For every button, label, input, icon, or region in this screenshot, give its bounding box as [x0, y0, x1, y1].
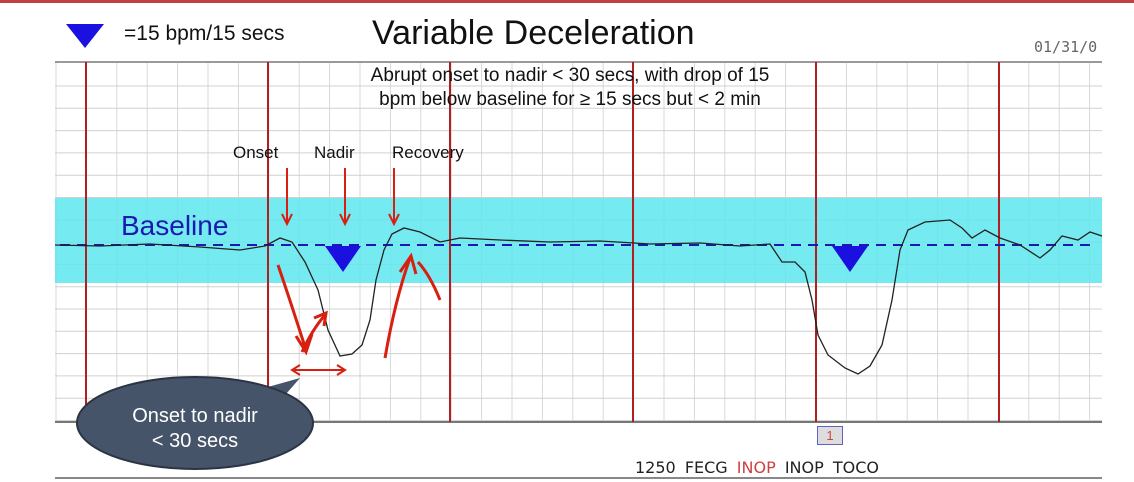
legend-triangle-icon: [66, 24, 104, 48]
status-inop-red: INOP: [736, 458, 776, 477]
nadir-arrow-icon: [339, 168, 351, 227]
onset-nadir-double-arrow-icon: [290, 364, 347, 376]
onset-label: Onset: [233, 143, 279, 162]
onset-arrow-icon: [281, 168, 293, 227]
nadir-label: Nadir: [314, 143, 355, 162]
status-toco: TOCO: [832, 458, 879, 477]
callout-text: Onset to nadir < 30 secs: [95, 404, 295, 454]
grid-overlay: [85, 62, 1000, 422]
legend-text: =15 bpm/15 secs: [124, 22, 285, 45]
callout-line: < 30 secs: [151, 430, 239, 452]
date-label: 01/31/0: [1034, 38, 1098, 56]
callout-bubble: [76, 376, 314, 470]
annotation-arrows: [276, 168, 442, 376]
recovery-label: Recovery: [392, 143, 464, 162]
fhr-trace: [54, 219, 1103, 375]
descent-arrow-icon: [276, 264, 314, 356]
page-title: Variable Deceleration: [372, 14, 695, 52]
definition-text: Abrupt onset to nadir < 30 secs, with dr…: [270, 64, 870, 112]
baseline-band: [55, 198, 1102, 283]
event-marker[interactable]: 1: [817, 426, 843, 445]
scale-triangle-icon: [325, 246, 361, 272]
baseline-label: Baseline: [121, 210, 229, 241]
recovery-rise-arrow-icon: [383, 252, 418, 359]
status-rate: 1250: [635, 458, 676, 477]
recovery-arrow-icon: [388, 168, 400, 227]
callout-line: Onset to nadir: [132, 405, 258, 427]
status-fecg: FECG: [684, 458, 728, 477]
definition-line: Abrupt onset to nadir < 30 secs, with dr…: [370, 65, 770, 86]
status-inop: INOP: [784, 458, 824, 477]
descent-arrow-icon: [300, 310, 328, 353]
recovery-rise-arrow-icon: [416, 260, 442, 301]
status-line: 1250 FECG INOP INOP TOCO: [635, 458, 879, 477]
scale-triangle-icon: [832, 246, 868, 272]
definition-line: bpm below baseline for ≥ 15 secs but < 2…: [379, 89, 761, 110]
top-bar: [0, 0, 1134, 3]
